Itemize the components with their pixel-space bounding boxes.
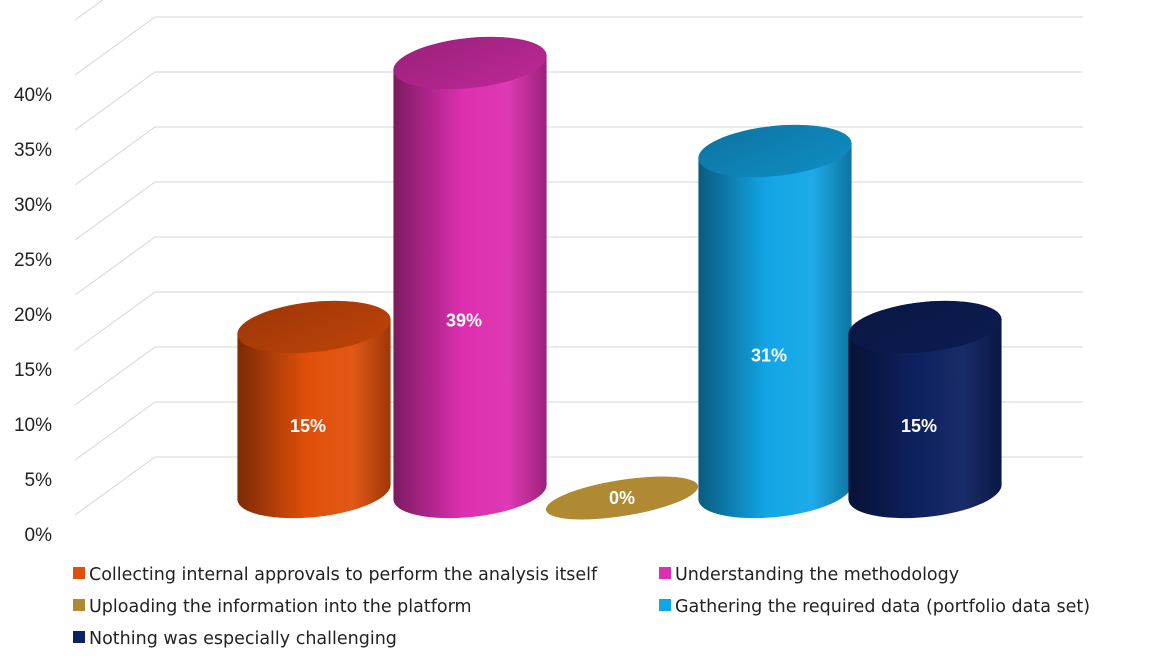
bar-top <box>237 300 391 354</box>
gridline-diagonal <box>74 71 156 131</box>
legend-item: Nothing was especially challenging <box>73 629 397 649</box>
legend-label: Collecting internal approvals to perform… <box>89 565 598 585</box>
bar-top <box>698 124 852 178</box>
y-tick-label: 30% <box>14 195 52 216</box>
gridline-diagonal <box>74 0 104 21</box>
legend-item: Uploading the information into the platf… <box>73 597 472 617</box>
data-label: 15% <box>290 416 326 436</box>
bar-body <box>393 36 547 519</box>
gridline-diagonal <box>74 16 156 76</box>
gridline-diagonal <box>74 236 156 296</box>
legend-swatch <box>659 567 671 579</box>
y-tick-label: 5% <box>25 470 53 491</box>
bar-body <box>237 300 391 519</box>
legend-item: Collecting internal approvals to perform… <box>73 565 598 585</box>
bar-body <box>848 300 1002 519</box>
legend-swatch <box>73 599 85 611</box>
y-tick-label: 10% <box>14 415 52 436</box>
gridline-diagonal <box>74 126 156 186</box>
data-label: 31% <box>751 346 787 366</box>
data-label: 15% <box>901 416 937 436</box>
data-labels: 15% 39% 0% 31% 15% <box>290 310 937 508</box>
legend-label: Uploading the information into the platf… <box>89 597 472 617</box>
bar-top <box>848 300 1002 354</box>
y-tick-label: 40% <box>14 85 52 106</box>
legend-swatch <box>73 631 85 643</box>
y-axis-ticks: 0% 5% 10% 15% 20% 25% 30% 35% 40% <box>14 85 52 546</box>
gridline-diagonal <box>74 456 156 516</box>
gridline-diagonal <box>74 401 156 461</box>
legend-label: Understanding the methodology <box>675 565 959 585</box>
bar-2 <box>393 36 547 519</box>
y-tick-label: 35% <box>14 140 52 161</box>
bar-5 <box>848 300 1002 519</box>
bar-top <box>393 36 547 90</box>
y-tick-label: 20% <box>14 305 52 326</box>
gridline-diagonal <box>74 181 156 241</box>
gridline-diagonal <box>74 291 156 351</box>
legend-label: Gathering the required data (portfolio d… <box>675 597 1090 617</box>
legend-item: Gathering the required data (portfolio d… <box>659 597 1090 617</box>
bars <box>237 36 1002 520</box>
y-tick-label: 15% <box>14 360 52 381</box>
legend: Collecting internal approvals to perform… <box>73 565 1090 649</box>
bar-3 <box>545 476 699 520</box>
bar-body <box>698 124 852 519</box>
bar-1 <box>237 300 391 519</box>
y-tick-label: 0% <box>25 525 53 546</box>
legend-item: Understanding the methodology <box>659 565 959 585</box>
legend-label: Nothing was especially challenging <box>89 629 397 649</box>
bar-top <box>545 476 699 520</box>
bar-4 <box>698 124 852 519</box>
data-label: 0% <box>609 488 635 508</box>
gridline-diagonal <box>74 346 156 406</box>
y-tick-label: 25% <box>14 250 52 271</box>
legend-swatch <box>73 567 85 579</box>
data-label: 39% <box>446 310 482 330</box>
legend-swatch <box>659 599 671 611</box>
